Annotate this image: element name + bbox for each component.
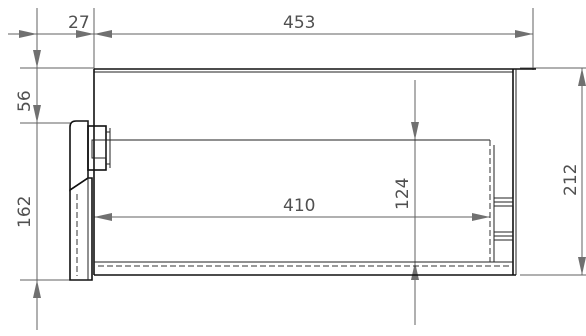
dim-inner-width: 410 (283, 196, 315, 216)
front-panel (69, 120, 111, 281)
arrow-head (33, 280, 41, 298)
dim-inner-height: 124 (393, 178, 413, 210)
dim-left-lower: 162 (15, 196, 35, 228)
arrow-head (19, 30, 37, 38)
arrow-head (515, 30, 533, 38)
inner-height-dimension: 124 (393, 80, 419, 325)
dim-right-height: 212 (561, 164, 581, 196)
drawer-body (93, 68, 536, 276)
left-dimensions: 56 162 (15, 34, 94, 330)
arrow-head (33, 50, 41, 68)
right-dimension: 212 (520, 67, 586, 276)
arrow-head (578, 257, 586, 275)
connector-detail (91, 139, 107, 159)
dim-left-upper: 56 (15, 90, 35, 112)
arrow-head (94, 213, 112, 221)
dim-top-overall: 453 (283, 13, 315, 33)
top-dimensions: 27 453 (8, 8, 534, 120)
connector-bracket (87, 125, 107, 171)
dim-top-small: 27 (68, 13, 90, 33)
arrow-head (411, 262, 419, 280)
arrow-head (94, 30, 112, 38)
arrow-head (76, 30, 94, 38)
arrow-head (33, 105, 41, 123)
arrow-head (411, 122, 419, 140)
runner-clips (493, 197, 514, 241)
inner-width-dimension: 410 (94, 196, 490, 221)
arrow-head (578, 68, 586, 86)
front-panel-lower (69, 177, 93, 281)
arrow-head (472, 213, 490, 221)
